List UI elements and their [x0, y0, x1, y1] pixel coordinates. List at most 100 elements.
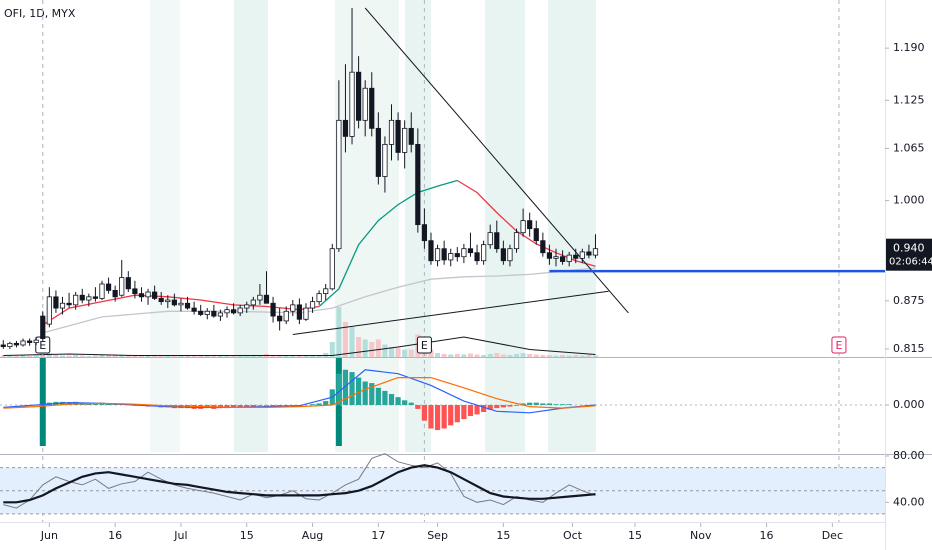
histogram-bar [533, 402, 539, 405]
histogram-bar [454, 405, 460, 423]
histogram-bar [500, 405, 506, 408]
volume-bar [435, 353, 441, 357]
volume-bar [448, 354, 454, 357]
volume-bar [592, 355, 598, 357]
candle-body [270, 302, 276, 317]
candle-body [230, 309, 237, 314]
histogram-bar [415, 405, 421, 409]
histogram-bar [559, 404, 566, 405]
volume-bar [27, 356, 33, 357]
candle-body [540, 240, 546, 254]
histogram-bar [73, 401, 79, 405]
candle-body [105, 283, 112, 291]
histogram-bar [224, 405, 230, 409]
volume-bar [33, 355, 39, 357]
volume-bar [467, 353, 473, 357]
candle-body [158, 298, 164, 303]
candle-body [198, 310, 204, 315]
histogram-bar [540, 403, 546, 405]
x-tick-label: 16 [760, 529, 774, 542]
macd-line [3, 377, 596, 409]
candle-body [586, 251, 592, 256]
volume-bar [579, 355, 585, 357]
x-tick-label: Aug [302, 529, 323, 542]
candle-body [467, 248, 474, 254]
volume-bar [454, 354, 460, 357]
candle-body [494, 232, 500, 250]
histogram-bar [362, 381, 368, 405]
candle-body [290, 304, 296, 312]
x-tick-label: 16 [108, 529, 122, 542]
volume-bar [20, 355, 26, 357]
volume-bar [362, 339, 368, 357]
volume-bar [408, 349, 414, 357]
histogram-bar [513, 405, 520, 406]
x-tick-label: Dec [822, 529, 843, 542]
candle-body [79, 294, 85, 301]
countdown-label: 02:06:44 [889, 257, 932, 268]
volume-bar [461, 354, 467, 357]
volume-bar [573, 355, 579, 357]
volume-bar [171, 355, 177, 357]
candle-body [309, 301, 316, 309]
volume-bar [533, 354, 539, 357]
histogram-bar [487, 405, 493, 410]
volume-bar [481, 355, 487, 357]
volume-bar [500, 354, 506, 357]
x-tick-label: Sep [427, 529, 448, 542]
volume-bar [382, 344, 388, 357]
candle-body [362, 87, 368, 121]
histogram-bar [481, 405, 487, 413]
x-tick-label: Jun [40, 529, 58, 542]
candle-body [448, 253, 454, 261]
volume-bar [356, 337, 362, 357]
histogram-bar [421, 405, 428, 421]
candle-body [513, 232, 520, 250]
histogram-bar [461, 405, 467, 420]
volume-bar [112, 354, 118, 357]
histogram-bar [356, 377, 362, 405]
y-tick-label: 0.000 [893, 398, 925, 411]
candle-body [342, 119, 349, 137]
x-tick-label: Jul [173, 529, 187, 542]
candle-body [237, 307, 243, 314]
volume-bar [237, 356, 243, 357]
candle-body [99, 283, 105, 299]
histogram-bar [92, 403, 99, 405]
volume-bar [119, 355, 125, 357]
volume-bar [586, 355, 592, 357]
y-tick-label: 40.00 [893, 495, 925, 508]
volume-bar [553, 355, 559, 357]
volume-bar [132, 356, 138, 357]
volume-bar [270, 355, 276, 357]
volume-bar [60, 355, 66, 357]
candle-body [53, 296, 59, 309]
candle-body [119, 277, 125, 296]
candle-body [553, 256, 559, 259]
candle-body [329, 248, 335, 290]
volume-bar [178, 356, 184, 357]
x-tick-label: Oct [563, 529, 583, 542]
histogram-bar [382, 390, 388, 405]
moving-average [42, 267, 596, 334]
histogram-bar [553, 404, 559, 405]
volume-bar [0, 355, 6, 357]
volume-bar [389, 347, 395, 357]
candle-body [421, 224, 428, 242]
rsi-line [3, 464, 596, 504]
candle-body [277, 315, 283, 322]
volume-bar [520, 353, 526, 357]
histogram-bar [244, 405, 250, 407]
candle-body [592, 248, 599, 256]
candle-body [171, 299, 177, 306]
volume-bar [507, 355, 513, 357]
volume-bar [336, 307, 342, 357]
signal-bar [39, 358, 46, 446]
band [485, 0, 525, 452]
volume-bar [277, 355, 283, 357]
histogram-bar [520, 403, 526, 405]
candle-body [408, 127, 414, 145]
candle-body [112, 290, 118, 298]
volume-bar [290, 355, 296, 357]
